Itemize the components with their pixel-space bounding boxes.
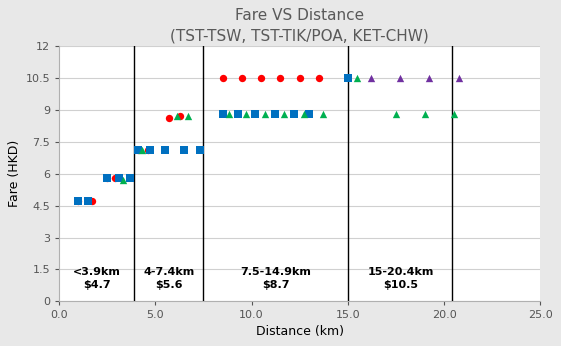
Point xyxy=(143,147,152,153)
Point xyxy=(145,147,154,153)
Text: 4-7.4km
$5.6: 4-7.4km $5.6 xyxy=(143,267,195,290)
Point xyxy=(424,75,433,80)
Point xyxy=(233,111,242,117)
Text: 7.5-14.9km
$8.7: 7.5-14.9km $8.7 xyxy=(240,267,311,290)
Point xyxy=(237,75,246,80)
Point xyxy=(392,111,401,117)
Point xyxy=(74,199,83,204)
Point xyxy=(315,75,324,80)
Point xyxy=(270,111,279,117)
Point xyxy=(134,147,142,153)
Point xyxy=(176,113,185,119)
Point xyxy=(180,147,188,153)
Point xyxy=(276,75,285,80)
Point xyxy=(396,75,404,80)
Point xyxy=(420,111,429,117)
Point xyxy=(88,199,96,204)
Point xyxy=(353,75,362,80)
Point xyxy=(103,175,112,181)
Point xyxy=(103,175,112,181)
Point xyxy=(218,75,227,80)
Text: 15-20.4km
$10.5: 15-20.4km $10.5 xyxy=(367,267,434,290)
Point xyxy=(164,116,173,121)
Point xyxy=(280,111,289,117)
Text: <3.9km
$4.7: <3.9km $4.7 xyxy=(73,267,121,290)
Point xyxy=(257,75,266,80)
Point xyxy=(289,111,298,117)
Point xyxy=(137,147,146,153)
Y-axis label: Fare (HKD): Fare (HKD) xyxy=(8,140,21,207)
Point xyxy=(295,75,304,80)
Point xyxy=(218,111,227,117)
Point xyxy=(111,175,119,181)
Point xyxy=(343,75,352,80)
Point xyxy=(134,147,142,153)
Point xyxy=(366,75,375,80)
Point xyxy=(299,111,308,117)
Point xyxy=(183,113,192,119)
Point xyxy=(195,147,204,153)
Point xyxy=(84,199,93,204)
Point xyxy=(261,111,270,117)
Point xyxy=(126,175,135,181)
Point xyxy=(172,113,181,119)
Point xyxy=(74,199,83,204)
Point xyxy=(114,175,123,181)
Point xyxy=(305,111,314,117)
Point xyxy=(449,111,458,117)
Point xyxy=(224,111,233,117)
Point xyxy=(160,147,169,153)
Title: Fare VS Distance
(TST-TSW, TST-TIK/POA, KET-CHW): Fare VS Distance (TST-TSW, TST-TIK/POA, … xyxy=(171,8,429,43)
Point xyxy=(241,111,250,117)
X-axis label: Distance (km): Distance (km) xyxy=(256,325,344,338)
Point xyxy=(455,75,464,80)
Point xyxy=(251,111,260,117)
Point xyxy=(318,111,327,117)
Point xyxy=(118,177,127,183)
